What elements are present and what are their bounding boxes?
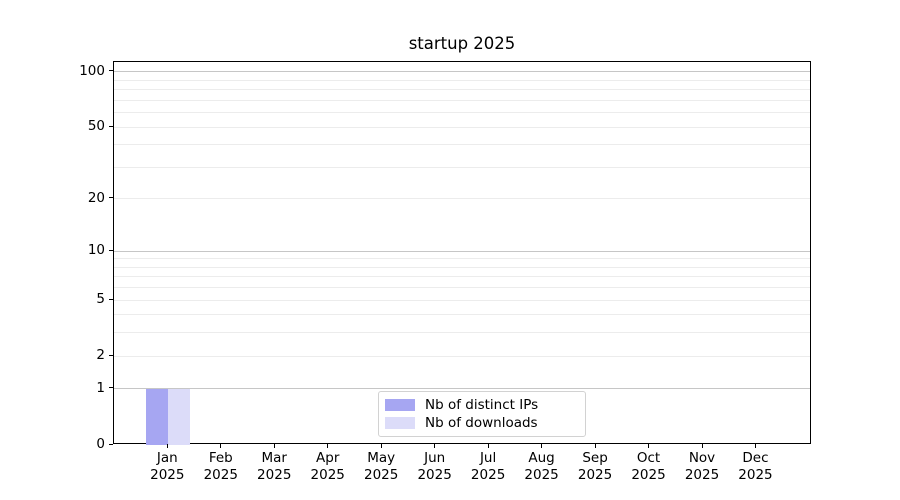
gridline-minor <box>114 89 810 91</box>
x-axis-tick-label: May 2025 <box>363 450 399 483</box>
y-axis-tick-label: 50 <box>87 118 105 135</box>
gridline-minor <box>114 198 810 200</box>
legend: Nb of distinct IPs Nb of downloads <box>378 391 586 437</box>
y-axis-tick-label: 20 <box>87 189 105 206</box>
y-axis-tick-label: 2 <box>96 347 105 364</box>
x-axis-tick-label: Feb 2025 <box>203 450 238 483</box>
gridline-minor <box>114 287 810 289</box>
x-axis-tick <box>434 444 436 448</box>
legend-swatch-downloads <box>385 417 415 429</box>
gridline-minor <box>114 314 810 316</box>
x-axis-tick-label: Nov 2025 <box>684 450 720 483</box>
x-axis-tick-label: Mar 2025 <box>257 450 292 483</box>
gridline-minor <box>114 79 810 81</box>
bar-nb-of-distinct-ips-jan <box>146 388 169 445</box>
plot-area <box>113 61 811 445</box>
x-axis-tick-label: Jul 2025 <box>470 450 506 483</box>
y-axis-tick <box>109 354 113 356</box>
legend-item-downloads: Nb of downloads <box>385 415 577 431</box>
x-axis-tick <box>166 444 168 448</box>
gridline-minor <box>114 166 810 168</box>
y-axis-tick <box>109 125 113 127</box>
gridline-major <box>114 71 810 73</box>
y-axis-tick <box>109 298 113 300</box>
x-axis-tick <box>594 444 596 448</box>
x-axis-tick <box>380 444 382 448</box>
x-axis-tick-label: Jun 2025 <box>417 450 452 483</box>
x-axis-tick <box>220 444 222 448</box>
gridline-minor <box>114 258 810 260</box>
x-axis-tick-label: Aug 2025 <box>524 450 559 483</box>
gridline-minor <box>114 112 810 114</box>
x-axis-tick-label: Sep 2025 <box>577 450 613 483</box>
legend-label-distinct-ips: Nb of distinct IPs <box>425 397 539 413</box>
y-axis-tick-label: 100 <box>79 62 105 79</box>
y-axis-tick-label: 0 <box>96 436 105 452</box>
x-axis-tick <box>701 444 703 448</box>
y-axis-tick <box>109 70 113 72</box>
gridline-minor <box>114 332 810 334</box>
gridline-major <box>114 388 810 390</box>
gridline-major <box>114 250 810 252</box>
x-axis-tick-label: Jan 2025 <box>150 450 185 483</box>
x-axis-tick-label: Apr 2025 <box>310 450 345 483</box>
x-axis-tick <box>487 444 489 448</box>
legend-label-downloads: Nb of downloads <box>425 415 538 431</box>
x-axis-tick-label: Oct 2025 <box>631 450 666 483</box>
bar-nb-of-downloads-jan <box>168 388 191 445</box>
y-axis-tick-label: 5 <box>96 291 105 308</box>
y-axis-tick <box>109 197 113 199</box>
gridline-minor <box>114 276 810 278</box>
gridline-minor <box>114 126 810 128</box>
gridline-minor <box>114 99 810 101</box>
y-axis-tick <box>109 387 113 389</box>
x-axis-tick <box>648 444 650 448</box>
y-axis-tick-label: 1 <box>96 379 105 396</box>
x-axis-tick <box>541 444 543 448</box>
gridline-minor <box>114 144 810 146</box>
x-axis-tick <box>754 444 756 448</box>
x-axis-tick-label: Dec 2025 <box>738 450 773 483</box>
legend-item-distinct-ips: Nb of distinct IPs <box>385 397 577 413</box>
y-axis-tick <box>109 443 113 445</box>
y-axis-tick-label: 10 <box>87 242 105 259</box>
chart-title: startup 2025 <box>408 34 516 53</box>
x-axis-tick <box>273 444 275 448</box>
x-axis-tick <box>327 444 329 448</box>
legend-swatch-distinct-ips <box>385 399 415 411</box>
gridline-minor <box>114 299 810 301</box>
y-axis-tick <box>109 249 113 251</box>
gridline-minor <box>114 266 810 268</box>
gridline-minor <box>114 355 810 357</box>
